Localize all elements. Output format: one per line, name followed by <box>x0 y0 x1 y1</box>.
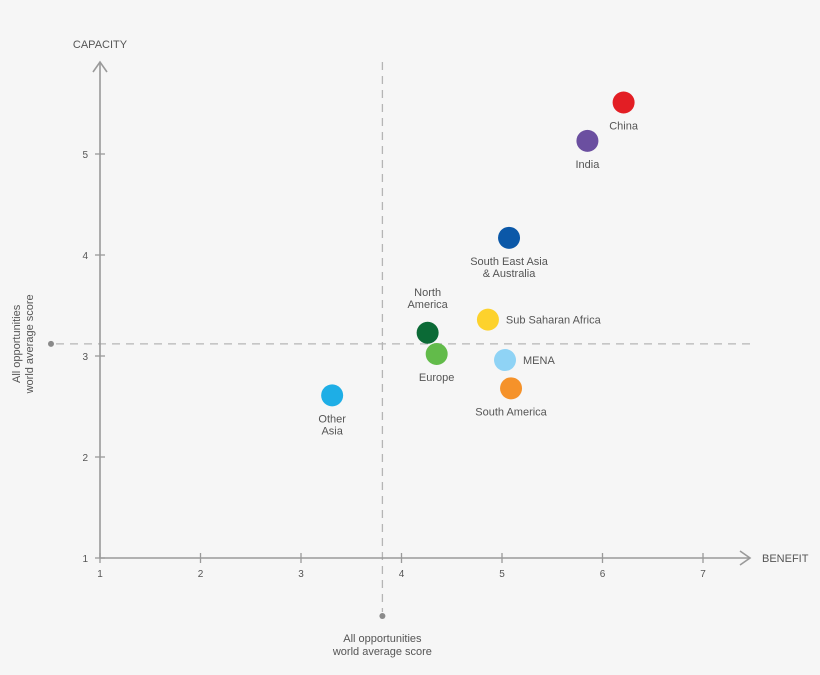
x-tick-label: 2 <box>198 569 204 580</box>
data-point-label: Asia <box>321 425 343 437</box>
data-point <box>576 129 599 152</box>
data-point-label: Europe <box>419 372 454 384</box>
data-point-label: North <box>414 287 441 299</box>
vertical-average-label: All opportunities <box>343 633 422 645</box>
data-point <box>416 321 439 344</box>
vertical-average-marker <box>379 613 386 619</box>
y-tick-label: 3 <box>82 352 88 363</box>
data-point <box>498 226 521 249</box>
x-tick-label: 5 <box>499 569 505 580</box>
data-point-label: Other <box>318 413 346 425</box>
x-tick-label: 7 <box>700 569 706 580</box>
data-point-label: South East Asia <box>470 256 549 268</box>
data-point-label: America <box>407 299 448 311</box>
horizontal-average-marker <box>48 340 54 347</box>
y-tick-label: 2 <box>82 453 88 464</box>
x-axis-title: BENEFIT <box>762 553 809 565</box>
y-tick-label: 4 <box>82 251 88 262</box>
data-point-label: South America <box>475 406 547 418</box>
data-point-label: MENA <box>523 355 555 367</box>
data-point-label: China <box>609 120 639 132</box>
data-point-label: & Australia <box>483 268 536 280</box>
data-point-label: Sub Saharan Africa <box>506 315 602 327</box>
x-tick-label: 3 <box>298 569 304 580</box>
y-axis-arrow-icon <box>92 60 108 73</box>
data-point <box>500 377 523 400</box>
vertical-average-label: world average score <box>332 646 432 658</box>
data-point <box>612 91 635 114</box>
y-tick-label: 5 <box>82 150 88 161</box>
y-axis-title: CAPACITY <box>73 39 128 51</box>
data-point <box>494 349 517 372</box>
data-point <box>425 342 448 365</box>
data-point-label: India <box>575 159 600 171</box>
data-point <box>321 384 344 407</box>
y-tick-label: 1 <box>82 554 88 565</box>
x-tick-label: 1 <box>97 569 103 580</box>
x-tick-label: 6 <box>600 569 606 580</box>
horizontal-average-label: All opportunities <box>11 304 23 383</box>
x-tick-label: 4 <box>399 569 405 580</box>
horizontal-average-label: world average score <box>24 294 36 394</box>
x-axis-arrow-icon <box>739 550 752 566</box>
data-point <box>476 308 499 331</box>
